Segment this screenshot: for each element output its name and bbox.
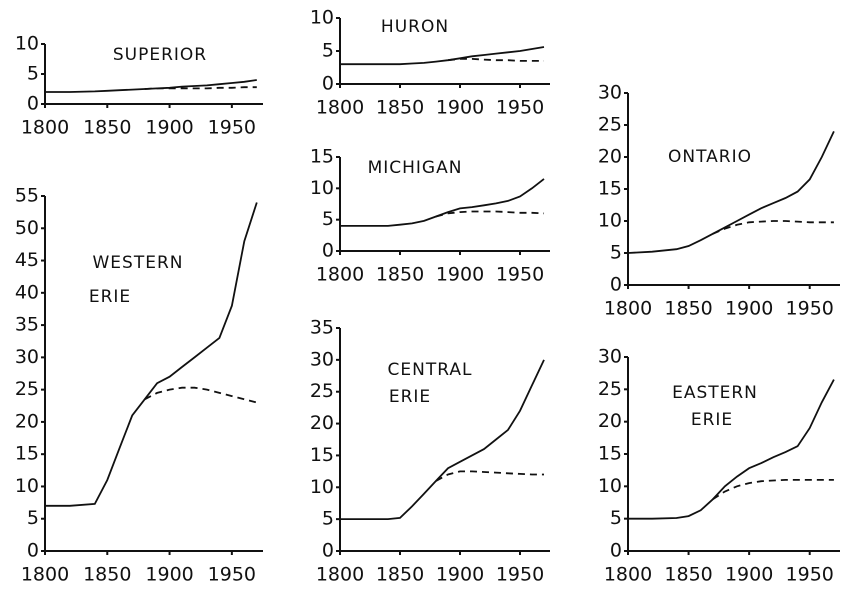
y-tick-label: 20	[310, 412, 334, 434]
chart-title: CENTRAL	[388, 360, 473, 380]
y-tick-label: 35	[15, 314, 39, 336]
x-tick-label: 1850	[376, 97, 424, 119]
y-tick-label: 5	[27, 507, 39, 529]
x-tick-label: 1850	[664, 564, 712, 586]
x-tick-label: 1900	[436, 264, 484, 286]
y-tick-label: 5	[610, 507, 622, 529]
x-tick-label: 1850	[376, 564, 424, 586]
data-line	[627, 131, 835, 254]
y-tick-label: 0	[27, 540, 39, 562]
y-tick-label: 10	[598, 475, 622, 497]
data-line	[45, 79, 257, 93]
x-tick-label: 1950	[208, 117, 256, 139]
y-tick-label: 0	[322, 240, 334, 262]
y-tick-label: 20	[598, 146, 622, 168]
x-tick-label: 1950	[208, 564, 256, 586]
y-tick-label: 40	[15, 281, 39, 303]
x-tick-label: 1950	[496, 564, 544, 586]
data-line	[435, 470, 544, 482]
x-tick-label: 1800	[316, 97, 364, 119]
x-tick-label: 1850	[376, 264, 424, 286]
chart-title: ERIE	[89, 287, 131, 307]
x-tick-label: 1950	[496, 97, 544, 119]
data-line	[144, 86, 257, 90]
y-tick-label: 5	[322, 40, 334, 62]
x-tick-label: 1900	[725, 298, 773, 320]
data-line	[628, 379, 835, 520]
y-tick-label: 10	[598, 210, 622, 232]
data-line	[340, 178, 545, 227]
y-tick-label: 0	[610, 540, 622, 562]
x-tick-label: 1900	[145, 117, 193, 139]
data-line	[447, 58, 544, 62]
data-line	[435, 210, 545, 218]
x-tick-label: 1850	[83, 564, 131, 586]
y-tick-label: 0	[322, 73, 334, 95]
y-tick-label: 5	[27, 63, 39, 85]
y-tick-label: 15	[15, 443, 39, 465]
y-tick-label: 10	[15, 475, 39, 497]
x-tick-label: 1950	[496, 264, 544, 286]
chart-title: ONTARIO	[668, 147, 752, 167]
x-tick-label: 1800	[21, 117, 69, 139]
chart-title: WESTERN	[93, 253, 184, 273]
x-tick-label: 1950	[786, 564, 834, 586]
chart-title: SUPERIOR	[113, 45, 207, 65]
y-tick-label: 20	[598, 410, 622, 432]
x-tick-label: 1850	[83, 117, 131, 139]
y-tick-label: 10	[310, 7, 334, 29]
y-tick-label: 5	[322, 508, 334, 530]
x-tick-label: 1800	[604, 564, 652, 586]
chart-title: ERIE	[691, 410, 733, 430]
x-tick-label: 1800	[316, 264, 364, 286]
y-tick-label: 15	[310, 444, 334, 466]
data-line	[340, 359, 545, 520]
y-tick-label: 10	[310, 476, 334, 498]
y-tick-label: 25	[15, 378, 39, 400]
y-tick-label: 15	[310, 146, 334, 168]
y-tick-label: 10	[310, 177, 334, 199]
y-tick-label: 0	[610, 274, 622, 296]
data-line	[712, 479, 834, 501]
y-tick-label: 45	[15, 249, 39, 271]
x-tick-label: 1900	[725, 564, 773, 586]
y-tick-label: 55	[15, 185, 39, 207]
y-tick-label: 25	[598, 114, 622, 136]
y-tick-label: 25	[598, 378, 622, 400]
y-tick-label: 5	[610, 242, 622, 264]
x-tick-label: 1950	[786, 298, 834, 320]
x-tick-label: 1900	[436, 97, 484, 119]
y-tick-label: 30	[310, 348, 334, 370]
x-tick-label: 1800	[604, 298, 652, 320]
x-tick-label: 1900	[145, 564, 193, 586]
chart-title: ERIE	[389, 387, 431, 407]
chart-title: MICHIGAN	[368, 158, 463, 178]
data-line	[340, 46, 545, 66]
chart-title: EASTERN	[672, 383, 758, 403]
y-tick-label: 30	[598, 346, 622, 368]
chart-title: HURON	[381, 17, 449, 37]
y-tick-label: 0	[27, 93, 39, 115]
x-tick-label: 1900	[436, 564, 484, 586]
x-tick-label: 1850	[664, 298, 712, 320]
y-tick-label: 10	[15, 33, 39, 55]
y-tick-label: 20	[15, 410, 39, 432]
y-tick-label: 30	[15, 346, 39, 368]
data-line	[45, 202, 258, 507]
x-tick-label: 1800	[21, 564, 69, 586]
y-tick-label: 25	[310, 380, 334, 402]
y-tick-label: 50	[15, 217, 39, 239]
y-tick-label: 5	[322, 208, 334, 230]
y-tick-label: 30	[598, 82, 622, 104]
y-tick-label: 35	[310, 317, 334, 339]
y-tick-label: 0	[322, 540, 334, 562]
x-tick-label: 1800	[316, 564, 364, 586]
y-tick-label: 15	[598, 443, 622, 465]
data-line	[144, 386, 258, 404]
data-line	[712, 220, 834, 235]
y-tick-label: 15	[598, 178, 622, 200]
